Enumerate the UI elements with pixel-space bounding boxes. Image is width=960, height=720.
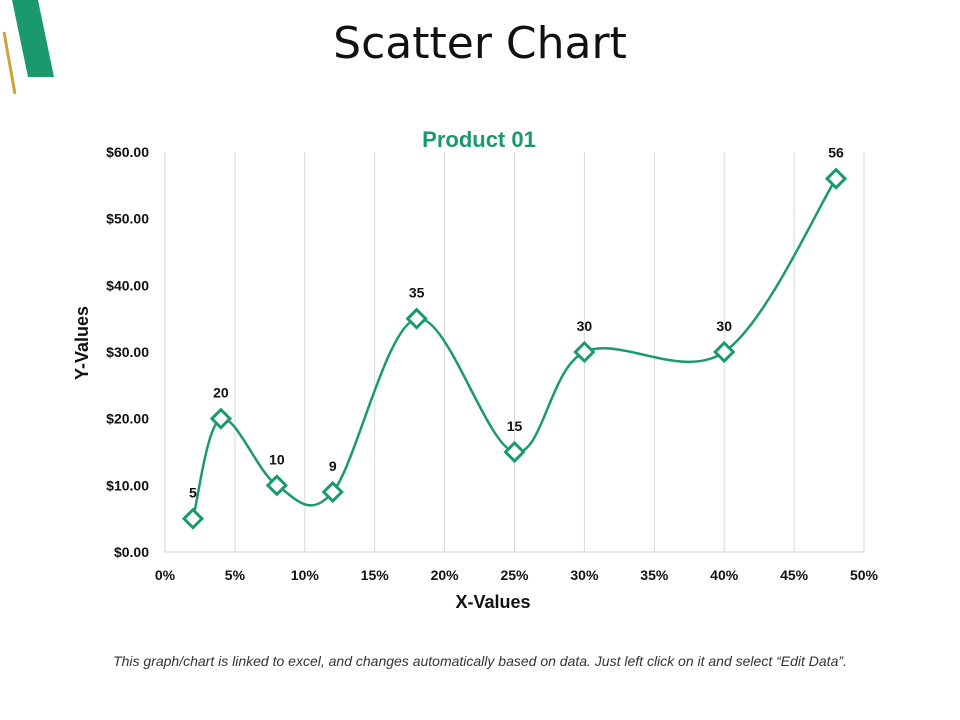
data-label: 15 bbox=[507, 418, 523, 434]
data-label: 5 bbox=[189, 485, 197, 501]
data-label: 30 bbox=[716, 318, 732, 334]
x-axis-title: X-Values bbox=[455, 592, 530, 612]
x-tick-label: 10% bbox=[291, 567, 320, 583]
data-point-marker bbox=[405, 307, 428, 330]
chart-title: Product 01 bbox=[422, 127, 536, 152]
data-point-marker bbox=[181, 507, 205, 530]
x-tick-label: 5% bbox=[225, 567, 246, 583]
data-point-marker bbox=[321, 480, 344, 504]
x-tick-label: 0% bbox=[155, 567, 176, 583]
data-label: 56 bbox=[828, 145, 844, 161]
x-tick-label: 25% bbox=[500, 567, 529, 583]
data-point-marker bbox=[824, 167, 848, 190]
y-tick-label: $20.00 bbox=[106, 411, 149, 427]
y-axis-title: Y-Values bbox=[72, 306, 92, 380]
decorative-gold-stripe bbox=[2, 31, 17, 95]
data-point-marker bbox=[209, 407, 233, 430]
y-tick-label: $40.00 bbox=[106, 277, 149, 293]
data-label: 35 bbox=[409, 285, 425, 301]
x-tick-label: 15% bbox=[361, 567, 390, 583]
y-tick-label: $50.00 bbox=[106, 211, 149, 227]
data-point-marker bbox=[503, 440, 526, 464]
tick-labels: 0% 5% 10% 15% 20% 25% 30% 35% 40% 45% 50% $0.00 $10.… bbox=[106, 144, 878, 583]
data-label: 10 bbox=[269, 451, 285, 467]
series-curve bbox=[191, 177, 838, 520]
y-tick-label: $60.00 bbox=[106, 144, 149, 160]
y-tick-label: $0.00 bbox=[114, 544, 149, 560]
decorative-green-stripe bbox=[12, 0, 54, 77]
data-point-marker bbox=[573, 340, 596, 364]
data-label: 9 bbox=[329, 458, 337, 474]
x-tick-label: 45% bbox=[780, 567, 809, 583]
x-tick-label: 50% bbox=[850, 567, 879, 583]
data-label: 30 bbox=[577, 318, 593, 334]
data-label: 20 bbox=[213, 385, 229, 401]
page-title: Scatter Chart bbox=[333, 18, 627, 69]
x-tick-label: 20% bbox=[431, 567, 460, 583]
y-tick-label: $10.00 bbox=[106, 477, 149, 493]
data-point-marker bbox=[265, 474, 288, 497]
x-tick-label: 40% bbox=[710, 567, 739, 583]
data-point-marker bbox=[713, 340, 736, 364]
axes bbox=[164, 152, 864, 553]
x-tick-label: 35% bbox=[640, 567, 669, 583]
data-points bbox=[181, 167, 848, 530]
series-line bbox=[191, 177, 838, 520]
footnote: This graph/chart is linked to excel, and… bbox=[113, 653, 847, 669]
data-labels: 5 20 10 9 35 15 30 30 56 bbox=[189, 145, 844, 501]
y-tick-label: $30.00 bbox=[106, 344, 149, 360]
x-tick-label: 30% bbox=[570, 567, 599, 583]
